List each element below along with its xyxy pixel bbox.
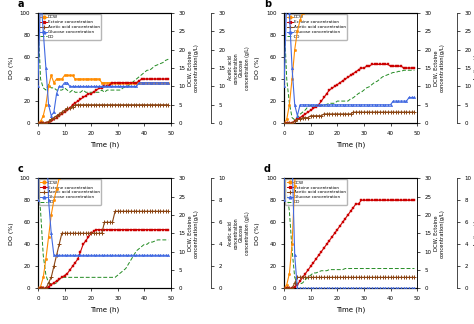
Legend: DCW, Ectoine concentration, Acetic acid concentration, Glucose concentration, DO: DCW, Ectoine concentration, Acetic acid … — [39, 179, 101, 205]
Y-axis label: Acetic acid
concentration
Glucose
concentration (g/L): Acetic acid concentration Glucose concen… — [228, 46, 250, 90]
Text: a: a — [18, 0, 25, 8]
Y-axis label: Acetic acid
concentration
Glucose
concentration (g/L): Acetic acid concentration Glucose concen… — [228, 211, 250, 255]
Text: d: d — [264, 164, 271, 174]
Legend: DCW, Ectoine concentration, Acetic acid concentration, Glucose concentration, DO: DCW, Ectoine concentration, Acetic acid … — [285, 14, 347, 40]
Y-axis label: DO (%): DO (%) — [255, 222, 260, 245]
Y-axis label: DCW, Ectoine
concentration(g/L): DCW, Ectoine concentration(g/L) — [188, 209, 199, 258]
X-axis label: Time (h): Time (h) — [336, 307, 365, 313]
Text: b: b — [264, 0, 271, 8]
X-axis label: Time (h): Time (h) — [90, 307, 119, 313]
X-axis label: Time (h): Time (h) — [336, 141, 365, 148]
Text: c: c — [18, 164, 24, 174]
Y-axis label: DO (%): DO (%) — [9, 222, 14, 245]
Y-axis label: DCW, Ectoine
concentration(g/L): DCW, Ectoine concentration(g/L) — [188, 44, 199, 92]
Legend: DCW, Ectoine concentration, Acetic acid concentration, Glucose concentration, DO: DCW, Ectoine concentration, Acetic acid … — [285, 179, 347, 205]
Y-axis label: DCW, Ectoine
concentration(g/L): DCW, Ectoine concentration(g/L) — [434, 44, 445, 92]
X-axis label: Time (h): Time (h) — [90, 141, 119, 148]
Y-axis label: DO (%): DO (%) — [255, 57, 260, 79]
Legend: DCW, Ectoine concentration, Acetic acid concentration, Glucose concentration, DO: DCW, Ectoine concentration, Acetic acid … — [39, 14, 101, 40]
Y-axis label: DO (%): DO (%) — [9, 57, 14, 79]
Y-axis label: DCW, Ectoine
concentration(g/L): DCW, Ectoine concentration(g/L) — [434, 209, 445, 258]
